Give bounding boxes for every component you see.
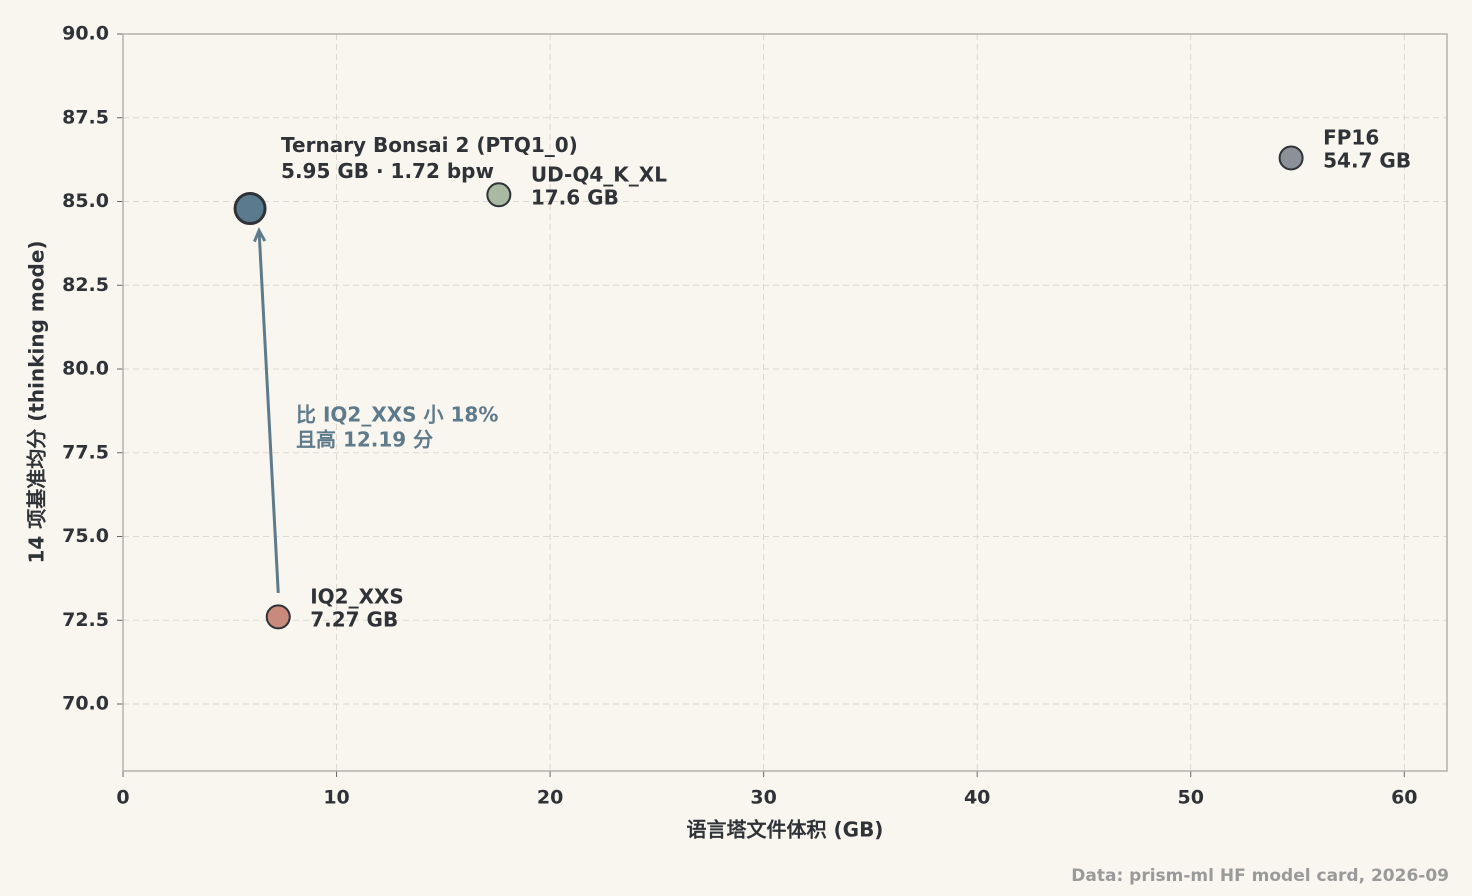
point-label: Ternary Bonsai 2 (PTQ1_0)	[281, 133, 578, 157]
point	[233, 192, 267, 226]
annotation: 比 IQ2_XXS 小 18%	[296, 403, 498, 427]
x-tick-label: 10	[323, 787, 349, 809]
y-tick-label: 90.0	[62, 23, 109, 45]
y-tick-label: 80.0	[62, 358, 109, 380]
y-tick-label: 82.5	[62, 274, 109, 296]
x-axis-title: 语言塔文件体积 (GB)	[687, 818, 884, 842]
source-note: Data: prism-ml HF model card, 2026-09	[1071, 866, 1449, 886]
point-detail: 7.27 GB	[310, 607, 398, 631]
y-tick-label: 77.5	[62, 441, 109, 463]
x-tick-label: 0	[116, 787, 129, 809]
x-tick-label: 60	[1391, 787, 1417, 809]
x-tick-label: 20	[537, 787, 563, 809]
annotation: 且高 12.19 分	[296, 428, 433, 452]
point-label: IQ2_XXS	[310, 584, 404, 608]
plot-frame	[122, 33, 1448, 772]
arrow-head	[253, 227, 267, 243]
point-detail: 5.95 GB · 1.72 bpw	[281, 159, 494, 183]
arrow-shaft	[257, 230, 280, 593]
y-tick-label: 85.0	[62, 190, 109, 212]
point-detail: 54.7 GB	[1323, 148, 1411, 172]
point	[1278, 145, 1304, 171]
y-tick-label: 70.0	[62, 693, 109, 715]
point-label: FP16	[1323, 125, 1379, 149]
x-tick-label: 40	[964, 787, 990, 809]
x-tick-label: 50	[1178, 787, 1204, 809]
y-tick-label: 72.5	[62, 609, 109, 631]
y-tick-label: 75.0	[62, 525, 109, 547]
x-tick-label: 30	[750, 787, 776, 809]
y-axis-title: 14 项基准均分 (thinking mode)	[25, 240, 49, 563]
point-label: UD-Q4_K_XL	[531, 162, 667, 186]
point	[265, 604, 291, 630]
point-detail: 17.6 GB	[531, 185, 619, 209]
y-tick-label: 87.5	[62, 106, 109, 128]
point	[486, 182, 512, 208]
